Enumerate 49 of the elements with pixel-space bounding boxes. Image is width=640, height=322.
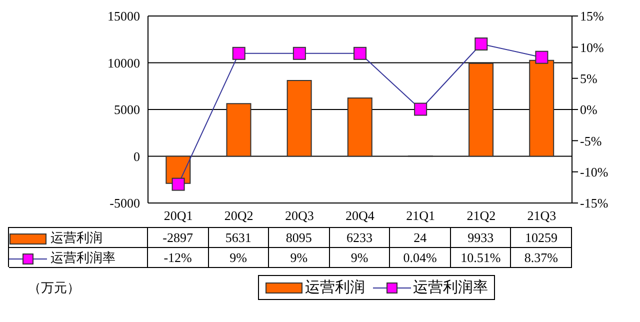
y2-tick-label: -10% (580, 164, 608, 180)
data-label: 10.51% (460, 250, 501, 265)
point (474, 37, 488, 50)
point (232, 46, 246, 60)
x-tick-label: 20Q2 (224, 208, 254, 224)
legend-label: 运营利润 (50, 230, 102, 245)
point (292, 46, 306, 60)
x-tick-label: 20Q3 (284, 208, 314, 224)
data-label: -2897 (162, 230, 193, 245)
text: 运营利润率 (413, 280, 488, 296)
point (535, 50, 548, 64)
bar (468, 62, 494, 157)
y2-tick-label: -15% (580, 196, 608, 211)
y-tick-label: 5000 (114, 102, 140, 118)
x-tick-label: 20Q4 (346, 208, 375, 224)
text: （万元） (28, 280, 80, 294)
y-tick-label: 10000 (108, 55, 140, 70)
data-label: 0.04% (403, 250, 437, 265)
y-tick-label: 0 (134, 148, 140, 164)
text: 运营利润 (305, 280, 365, 296)
bar (286, 80, 312, 157)
y2-tick-label: -5% (580, 133, 602, 148)
data-label: 6233 (346, 230, 372, 245)
y2-tick-label: 5% (580, 70, 598, 86)
legend-label: 运营利润率 (50, 250, 116, 265)
y2-tick-label: 10% (580, 40, 604, 55)
x-tick-label: 20Q1 (164, 208, 193, 224)
data-label: 9% (350, 250, 368, 265)
x-tick-label: 21Q2 (466, 208, 496, 224)
point (172, 178, 185, 191)
y-tick-label: 15000 (108, 8, 140, 24)
data-label: 9% (230, 250, 248, 265)
data-label: 5631 (225, 230, 252, 245)
data-label: 24 (414, 230, 427, 245)
data-label: 8.37% (524, 250, 558, 265)
data-label: 10259 (524, 230, 558, 245)
data-label: 9% (290, 250, 308, 265)
y2-tick-label: 0% (580, 102, 598, 118)
data-label: 9933 (468, 230, 494, 245)
bar (226, 103, 252, 157)
y2-tick-label: 15% (580, 8, 604, 24)
bar (347, 97, 372, 157)
x-tick-label: 21Q1 (406, 208, 436, 224)
data-label: -12% (164, 250, 192, 265)
point (414, 102, 428, 116)
data-label: 8095 (286, 230, 312, 245)
x-tick-label: 21Q3 (527, 208, 556, 224)
y-tick-label: -5000 (110, 196, 140, 211)
point (354, 46, 366, 60)
